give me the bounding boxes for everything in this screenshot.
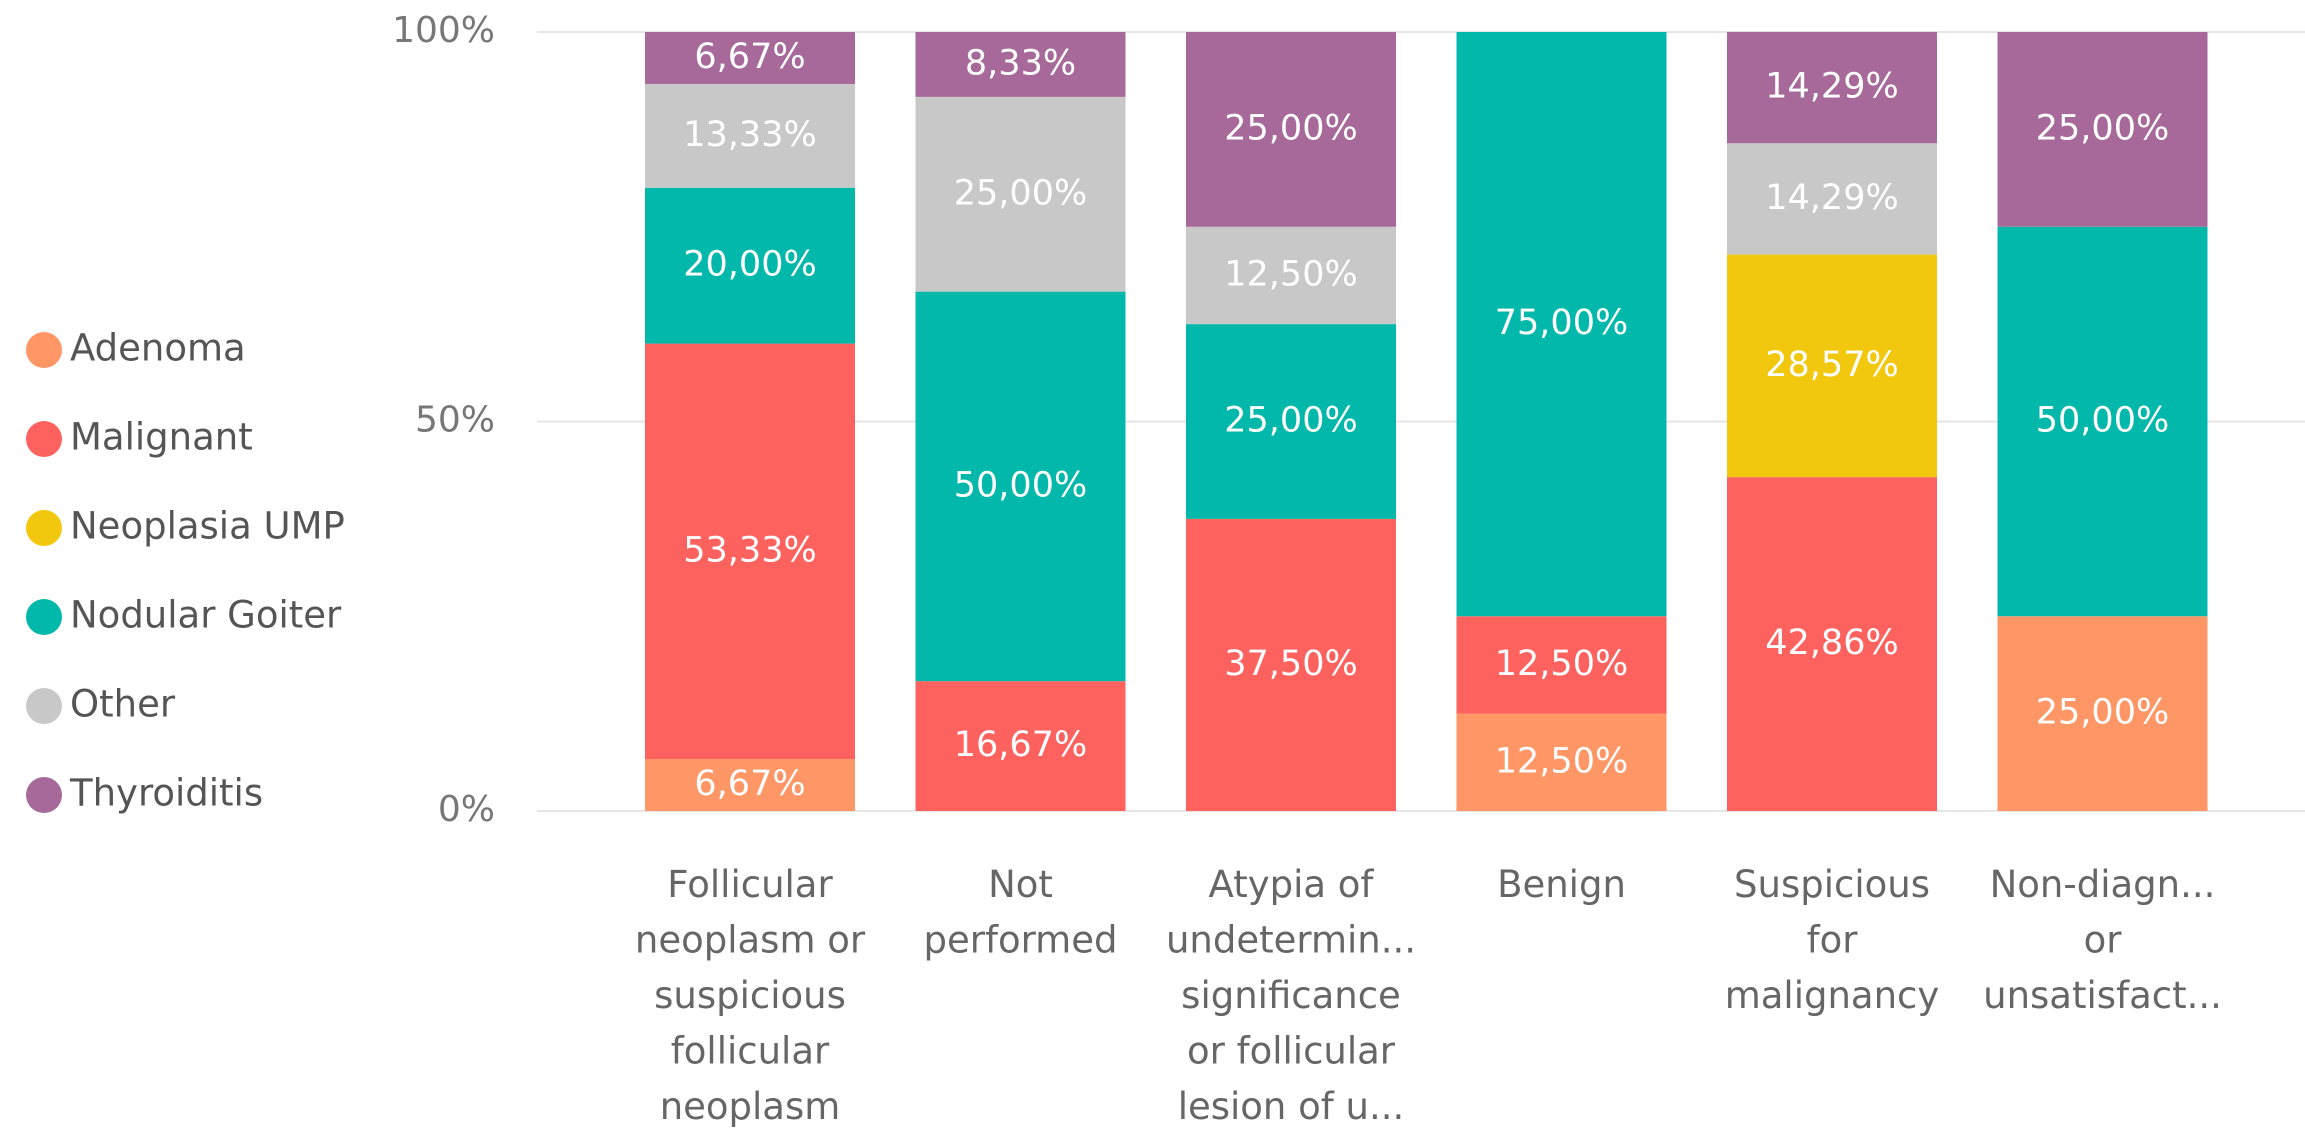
value-label: 25,00% [2036, 108, 2169, 148]
value-label: 50,00% [954, 465, 1087, 505]
value-label: 42,86% [1765, 623, 1898, 663]
legend-marker [26, 777, 62, 813]
legend-label: Malignant [70, 416, 253, 459]
x-tick-label-line: or follicular [1187, 1029, 1396, 1072]
legend-marker [26, 421, 62, 457]
value-label: 28,57% [1765, 345, 1898, 385]
bar-segment [915, 32, 1126, 97]
bar-segment [1727, 31, 1937, 144]
x-tick-label-line: follicular [671, 1029, 830, 1072]
bar-segment [645, 187, 855, 344]
bar-segment [1186, 518, 1396, 811]
value-label: 75,00% [1495, 303, 1628, 343]
x-tick-label-line: malignancy [1725, 974, 1940, 1017]
x-tick-label-line: lesion of u... [1178, 1085, 1405, 1128]
value-label: 20,00% [683, 245, 816, 285]
x-tick-label: Follicular neoplasm or suspicious follicula… [635, 863, 866, 1128]
legend-marker [26, 332, 62, 368]
x-tick-label-line: Not [988, 863, 1053, 906]
value-label: 12,50% [1495, 741, 1628, 781]
y-tick-label: 0% [438, 789, 495, 830]
legend-label: Nodular Goiter [70, 594, 342, 637]
bar-segment [645, 32, 855, 84]
x-tick-label-line: Benign [1497, 863, 1626, 906]
x-tick-label-line: Atypia of [1209, 863, 1375, 906]
bar-segment [1456, 713, 1667, 811]
value-label: 37,50% [1224, 644, 1357, 684]
x-tick-label: Non-diagn... or unsatisfact... [1983, 863, 2222, 1017]
bar-segment [915, 96, 1126, 292]
legend-marker [26, 688, 62, 724]
bar-segment [1186, 324, 1396, 519]
bar-segment [1186, 32, 1396, 227]
bar-segment [645, 343, 855, 760]
value-label: 50,00% [2036, 401, 2169, 441]
bar-segment [1727, 477, 1937, 811]
bar-segment [1727, 254, 1937, 478]
x-tick-label-line: unsatisfact... [1983, 974, 2222, 1017]
x-tick-label-line: Non-diagn... [1990, 863, 2216, 906]
x-tick-label-line: performed [924, 918, 1118, 961]
value-label: 14,29% [1765, 67, 1898, 107]
value-label: 14,29% [1765, 178, 1898, 218]
value-label: 53,33% [683, 530, 816, 570]
legend-label: Other [70, 683, 176, 726]
legend-marker [26, 599, 62, 635]
bar-segment [915, 681, 1126, 811]
x-tick-label-line: neoplasm or [635, 918, 866, 961]
x-tick-label-line: Follicular [667, 863, 833, 906]
y-tick-label: 50% [415, 400, 495, 441]
x-tick-label-line: Suspicious [1734, 863, 1930, 906]
value-label: 25,00% [2036, 693, 2169, 733]
legend-label: Adenoma [70, 327, 246, 370]
x-tick-label-line: significance [1181, 974, 1401, 1017]
value-label: 8,33% [965, 43, 1076, 83]
bar-segment [1456, 32, 1667, 617]
x-tick-label-line: neoplasm [660, 1085, 841, 1128]
value-label: 6,67% [694, 764, 805, 804]
x-tick-label-line: undetermin... [1166, 918, 1416, 961]
legend-marker [26, 510, 62, 546]
value-label: 13,33% [683, 115, 816, 155]
x-tick-label: Suspicious for malignancy [1725, 863, 1940, 1017]
x-tick-label-line: or [2084, 918, 2123, 961]
value-label: 25,00% [1224, 401, 1357, 441]
bar-segment [915, 291, 1126, 682]
bar-segment [1186, 226, 1396, 325]
bar-segment [1997, 32, 2208, 227]
value-label: 12,50% [1495, 644, 1628, 684]
x-tick-label-line: suspicious [654, 974, 846, 1017]
legend-label: Neoplasia UMP [70, 505, 345, 548]
value-label: 25,00% [1224, 108, 1357, 148]
bar-segment [645, 759, 855, 811]
bar-segment [1727, 143, 1937, 255]
x-tick-label: Not performed [924, 863, 1118, 962]
x-tick-label: Benign [1497, 863, 1626, 906]
value-label: 6,67% [694, 37, 805, 77]
bar-segment [645, 83, 855, 188]
x-tick-label-line: for [1807, 918, 1859, 961]
value-label: 12,50% [1224, 254, 1357, 294]
value-label: 16,67% [954, 725, 1087, 765]
bar-segment [1456, 616, 1667, 714]
bar-segment [1997, 226, 2208, 617]
value-label: 25,00% [954, 173, 1087, 213]
legend-label: Thyroiditis [69, 772, 263, 815]
x-tick-label: Atypia of undetermin... significance or fol… [1166, 863, 1416, 1128]
y-tick-label: 100% [392, 10, 495, 51]
bar-segment [1997, 616, 2208, 811]
